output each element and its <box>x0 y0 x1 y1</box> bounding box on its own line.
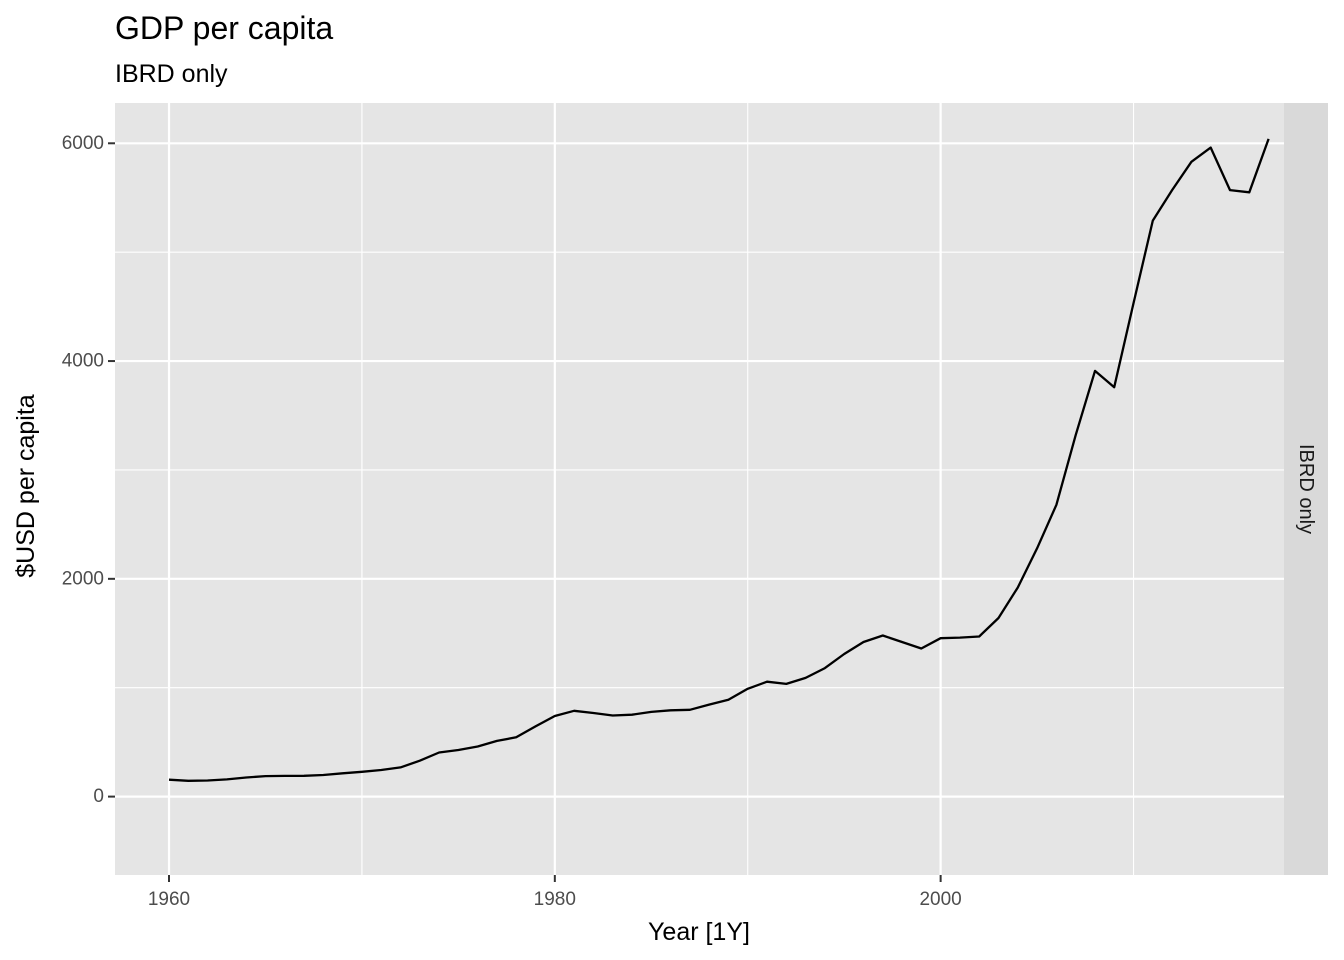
facet-strip <box>1284 103 1328 875</box>
gdp-series-line <box>168 138 1270 782</box>
y-tick-label: 0 <box>93 786 104 807</box>
x-tick-label: 1980 <box>534 889 576 910</box>
series-layer <box>168 138 1270 782</box>
x-axis-title: Year [1Y] <box>648 918 750 946</box>
grid-lines <box>115 103 1284 875</box>
x-tick-label: 2000 <box>919 889 961 910</box>
y-tick-label: 2000 <box>62 568 104 589</box>
axes: 0 2000 4000 6000 1960 1980 2000 <box>62 133 962 910</box>
facet-strip-label: IBRD only <box>1295 444 1317 534</box>
y-tick-label: 6000 <box>62 133 104 154</box>
y-tick-label: 4000 <box>62 351 104 372</box>
chart-subtitle: IBRD only <box>115 60 228 88</box>
x-tick-label: 1960 <box>148 889 190 910</box>
chart-title: GDP per capita <box>115 10 333 46</box>
y-axis-title: $USD per capita <box>12 394 40 578</box>
plot-panel <box>115 103 1284 875</box>
